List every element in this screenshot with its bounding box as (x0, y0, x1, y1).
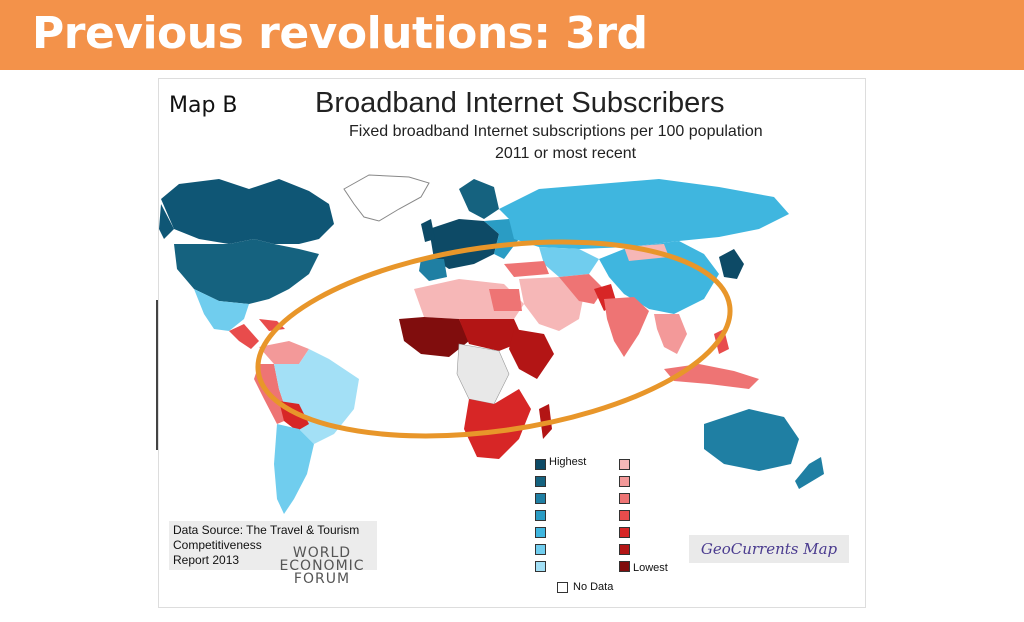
region-australia (704, 409, 799, 471)
region-turkey (504, 261, 549, 277)
map-figure: Map B Broadband Internet Subscribers Fix… (158, 78, 866, 608)
legend-no-data-swatch (557, 582, 568, 593)
wef-logo: WORLD ECONOMIC FORUM (277, 545, 367, 587)
legend-swatch (619, 527, 630, 538)
legend-highest-label: Highest (549, 456, 587, 468)
data-source: Data Source: The Travel & Tourism Compet… (169, 521, 377, 570)
region-southern-africa (464, 389, 531, 459)
region-southeast-asia (654, 314, 687, 354)
region-central-africa (456, 343, 510, 405)
slide-banner: Previous revolutions: 3rd (0, 0, 1024, 70)
legend-swatch (535, 493, 546, 504)
legend-swatch (535, 510, 546, 521)
data-source-line: Data Source: The Travel & Tourism (173, 523, 360, 537)
region-sahel (459, 319, 524, 351)
legend-swatch (535, 476, 546, 487)
legend-no-data-label: No Data (573, 581, 614, 593)
map-subtitle-year: 2011 or most recent (495, 145, 637, 162)
map-legend: Highest Lowest No Data (533, 456, 703, 607)
region-iran (559, 274, 604, 304)
legend-swatch (535, 459, 546, 470)
geocurrents-credit: GeoCurrents Map (689, 535, 849, 563)
legend-swatch (535, 544, 546, 555)
frame-edge (156, 300, 158, 450)
region-canada (161, 179, 334, 244)
region-eastern-europe (484, 219, 519, 259)
region-east-africa (509, 329, 554, 379)
region-argentina-chile (274, 424, 314, 514)
world-map (159, 174, 824, 514)
region-greenland (343, 174, 430, 222)
map-title: Broadband Internet Subscribers (315, 87, 725, 119)
data-source-line: Competitiveness (173, 538, 262, 552)
wef-logo-line: FORUM (293, 571, 351, 587)
region-iberia (419, 259, 447, 281)
region-middle-east (519, 277, 584, 331)
region-india (604, 297, 649, 357)
map-subtitle: Fixed broadband Internet subscriptions p… (349, 123, 763, 140)
region-russia (499, 179, 789, 249)
region-alaska (159, 204, 174, 239)
legend-swatch (535, 527, 546, 538)
region-central-america (229, 324, 259, 349)
legend-swatch (535, 561, 546, 572)
wef-logo-line: ECONOMIC (279, 558, 365, 574)
legend-swatch (619, 510, 630, 521)
region-west-africa (399, 317, 469, 357)
legend-swatch (619, 476, 630, 487)
data-source-line: Report 2013 (173, 553, 240, 567)
region-usa (174, 239, 319, 304)
legend-swatch (619, 544, 630, 555)
legend-swatch (619, 561, 630, 572)
legend-swatch (619, 459, 630, 470)
region-venezuela (259, 341, 309, 364)
map-label: Map B (169, 93, 238, 118)
region-uk (421, 219, 435, 242)
region-scandinavia (459, 179, 499, 219)
wef-logo-line: WORLD (292, 545, 352, 561)
region-new-zealand (795, 457, 824, 489)
region-mexico (194, 289, 249, 331)
region-korea-japan (719, 249, 744, 279)
highlight-ellipse (255, 239, 733, 439)
slide-title: Previous revolutions: 3rd (32, 8, 648, 59)
region-western-europe (429, 219, 499, 269)
legend-lowest-label: Lowest (633, 562, 668, 574)
legend-swatch (619, 493, 630, 504)
region-kazakhstan (539, 247, 599, 277)
region-egypt (489, 289, 522, 311)
